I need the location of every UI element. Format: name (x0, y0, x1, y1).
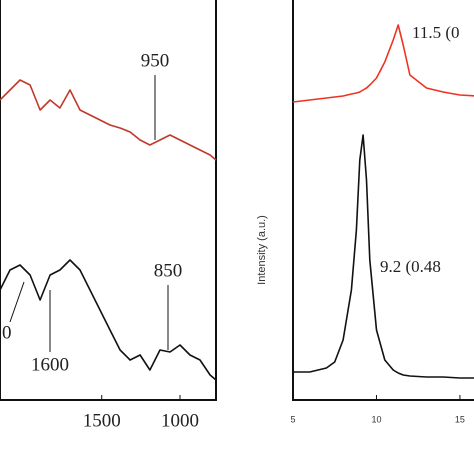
y-axis-label: Intensity (a.u.) (256, 215, 268, 285)
plot-frame (292, 0, 474, 401)
x-tick-label: 15 (455, 414, 465, 424)
spectrum-line (293, 134, 474, 379)
peak-annotation: 1600 (31, 354, 69, 375)
leader-line (9, 281, 25, 323)
x-tick-label: 5 (290, 414, 295, 424)
peak-annotation: 0 (2, 322, 12, 343)
peak-annotation: 11.5 (0 (412, 23, 460, 42)
x-tick-label: 10 (371, 414, 381, 424)
spectrum-line (0, 79, 217, 161)
plot-frame (0, 0, 217, 401)
spectrum-line (0, 259, 217, 381)
peak-annotation: 950 (141, 50, 170, 71)
peak-annotation: 850 (154, 260, 183, 281)
x-tick-label: 1500 (83, 410, 121, 431)
x-tick-label: 1000 (161, 410, 199, 431)
peak-annotation: 9.2 (0.48 (380, 257, 441, 276)
spectrum-line (292, 24, 474, 103)
